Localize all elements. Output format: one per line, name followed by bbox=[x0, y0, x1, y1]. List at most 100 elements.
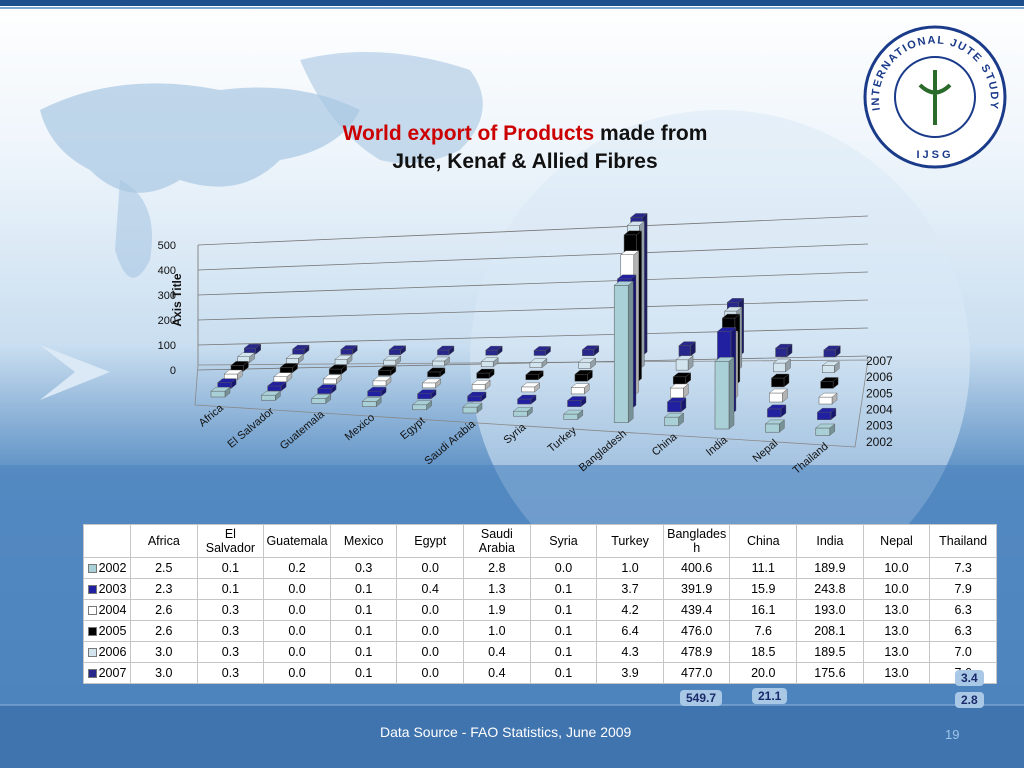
bar-top bbox=[669, 383, 689, 389]
footer-band bbox=[0, 705, 1024, 768]
bar-top bbox=[726, 298, 745, 303]
bar-top bbox=[664, 412, 685, 418]
bar-top bbox=[823, 345, 841, 351]
bar bbox=[485, 349, 498, 356]
title-part: made from bbox=[600, 122, 708, 145]
table-cell: 478.9 bbox=[662, 641, 731, 663]
bar bbox=[821, 365, 835, 373]
bar bbox=[521, 386, 535, 393]
table-cell: 0.0 bbox=[529, 557, 598, 579]
bar-top bbox=[818, 392, 838, 398]
bar-top bbox=[291, 344, 310, 350]
table-cell: 7.3 bbox=[929, 557, 997, 579]
bar bbox=[570, 387, 585, 395]
y-tick-label: 200 bbox=[158, 315, 176, 327]
bar-top bbox=[285, 354, 304, 359]
table-cell: 0.0 bbox=[263, 662, 331, 684]
x-tick-label: El Salvador bbox=[226, 405, 277, 451]
bar-top bbox=[372, 376, 392, 382]
bar bbox=[422, 382, 436, 389]
legend-swatch bbox=[87, 606, 97, 616]
bar-top bbox=[377, 366, 397, 371]
table-header: Egypt bbox=[396, 524, 465, 558]
bar-top bbox=[516, 394, 537, 400]
bar-top bbox=[230, 361, 250, 366]
table-cell: 2.8 bbox=[463, 557, 531, 579]
table-cell: 7.6 bbox=[729, 620, 798, 642]
top-line bbox=[0, 7, 1024, 9]
grid-line bbox=[197, 327, 869, 346]
table-cell: 10.0 bbox=[862, 557, 931, 579]
bar bbox=[574, 374, 588, 382]
table-cell: 175.6 bbox=[796, 662, 864, 684]
legend-swatch bbox=[87, 564, 97, 574]
bar-top bbox=[570, 383, 590, 388]
bar bbox=[417, 393, 432, 400]
bar-top bbox=[563, 409, 584, 415]
legend-label: 2005 bbox=[98, 624, 127, 638]
bar-top bbox=[721, 313, 741, 319]
bar-top bbox=[334, 355, 353, 360]
grid-line bbox=[197, 299, 869, 321]
table-cell: 243.8 bbox=[796, 578, 864, 600]
table-cell: 10.0 bbox=[862, 578, 931, 600]
bar-top bbox=[217, 378, 237, 383]
table-cell: 0.4 bbox=[463, 641, 531, 663]
legend-swatch bbox=[87, 585, 97, 595]
table-cell: 18.5 bbox=[729, 641, 798, 663]
bar bbox=[323, 378, 337, 385]
table-header: El Salvador bbox=[196, 524, 265, 558]
table-cell: 193.0 bbox=[796, 599, 864, 621]
bar bbox=[367, 390, 382, 397]
bar-top bbox=[630, 213, 648, 218]
table-cell: 391.9 bbox=[662, 578, 731, 600]
bar bbox=[582, 349, 595, 356]
bar-top bbox=[672, 372, 692, 377]
table-cell: 0.0 bbox=[396, 599, 465, 621]
table-header: Guatemala bbox=[263, 524, 331, 558]
table-cell: 0.3 bbox=[196, 620, 265, 642]
bar bbox=[476, 372, 490, 379]
grid-line bbox=[197, 243, 869, 271]
table-row-header: 2007 bbox=[83, 662, 131, 684]
x-tick-label: Bangladesh bbox=[577, 428, 629, 475]
bar bbox=[771, 377, 785, 388]
depth-label: 2002 bbox=[866, 435, 893, 449]
table-cell: 20.0 bbox=[729, 662, 798, 684]
bar-top bbox=[267, 381, 287, 387]
table-cell: 3.7 bbox=[596, 578, 664, 600]
bar-top bbox=[426, 367, 446, 373]
table-cell: 0.0 bbox=[396, 662, 465, 684]
bar-top bbox=[388, 345, 407, 350]
table-cell: 13.0 bbox=[862, 620, 931, 642]
bar bbox=[613, 285, 629, 423]
table-header: Syria bbox=[529, 524, 598, 558]
table-cell: 1.3 bbox=[463, 578, 531, 600]
table-cell: 0.0 bbox=[263, 599, 331, 621]
bar bbox=[815, 427, 831, 436]
table-cell: 15.9 bbox=[729, 578, 798, 600]
bar bbox=[432, 360, 445, 367]
table-header: Nepal bbox=[862, 524, 931, 558]
depth-label: 2003 bbox=[866, 419, 893, 433]
bar bbox=[480, 361, 494, 368]
table-cell: 0.3 bbox=[196, 599, 265, 621]
bar-top bbox=[678, 341, 697, 346]
bar-top bbox=[361, 397, 382, 402]
bar-top bbox=[485, 345, 503, 351]
bar-top bbox=[223, 369, 243, 375]
depth-label: 2007 bbox=[866, 354, 893, 368]
bar-top bbox=[317, 384, 337, 389]
source: Data Source - FAO Statistics, June 2009 bbox=[380, 724, 632, 740]
bar bbox=[292, 348, 305, 355]
bar-top bbox=[581, 345, 600, 350]
table-cell: 0.1 bbox=[529, 662, 598, 684]
table-cell: 189.9 bbox=[796, 557, 864, 579]
legend-label: 2007 bbox=[98, 666, 127, 680]
bar bbox=[513, 410, 528, 417]
bar bbox=[664, 416, 679, 427]
bar bbox=[467, 395, 482, 402]
depth-label: 2005 bbox=[866, 386, 893, 400]
